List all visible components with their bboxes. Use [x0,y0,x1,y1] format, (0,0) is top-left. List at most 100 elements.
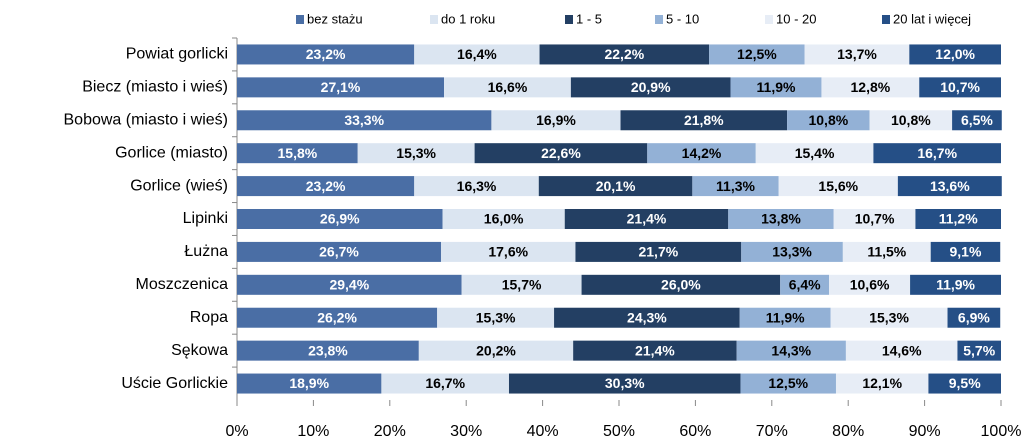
value-label: 20,9% [631,79,671,95]
value-label: 29,4% [329,277,369,293]
value-label: 6,5% [961,112,993,128]
value-label: 26,7% [319,244,359,260]
bar-segment [414,44,540,65]
bar-segment [508,373,741,394]
value-label: 15,7% [502,277,542,293]
bar-segment [947,307,1001,328]
category-label: Gorlice (wieś) [130,177,228,194]
value-label: 16,0% [484,211,524,227]
bar-segment [928,373,1001,394]
value-label: 16,7% [917,145,957,161]
bar-segment [237,307,438,328]
value-label: 11,5% [867,244,906,260]
bar-segment [957,340,1001,361]
bar-segment [804,44,910,65]
bar-segment [237,176,415,197]
bar-segment [474,143,648,164]
legend-swatch [430,15,438,24]
bar-segment [739,307,831,328]
value-label: 11,9% [757,79,796,95]
bar-segment [780,274,830,295]
value-label: 21,8% [684,112,724,128]
x-tick-label: 10% [297,423,329,440]
value-label: 15,3% [476,309,516,325]
value-label: 15,3% [869,309,909,325]
bar-segment [692,176,779,197]
value-label: 23,2% [306,178,346,194]
x-tick-label: 30% [450,423,482,440]
bar-segment [919,77,1001,98]
value-label: 15,8% [278,145,318,161]
legend-swatch [655,15,663,24]
x-tick-label: 0% [225,423,248,440]
bar-segment [740,373,836,394]
legend-swatch [882,15,890,24]
bar-segment [570,77,731,98]
value-label: 30,3% [605,375,645,391]
bar-segment [538,176,693,197]
bar-segment [620,110,788,131]
value-label: 22,6% [541,145,581,161]
value-label: 26,0% [661,277,701,293]
value-label: 23,2% [306,46,346,62]
bar-segment [237,110,492,131]
bar-segment [237,274,462,295]
legend-swatch [296,15,304,24]
bar-segment [647,143,756,164]
value-label: 11,3% [716,178,755,194]
value-label: 15,4% [795,145,835,161]
value-label: 17,6% [488,244,528,260]
value-label: 16,6% [488,79,528,95]
bar-segment [909,44,1001,65]
value-label: 21,4% [635,342,675,358]
bar-segment [418,340,574,361]
bar-segment [829,274,911,295]
bar-segment [237,340,419,361]
legend-label: bez stażu [307,11,363,26]
value-label: 12,0% [935,46,975,62]
value-label: 22,2% [604,46,644,62]
bar-segment [357,143,475,164]
bar-segment [442,209,565,229]
bar-segment [237,77,445,98]
bar-segment [952,110,1002,131]
value-label: 14,6% [882,342,922,358]
value-label: 27,1% [321,79,361,95]
value-label: 13,7% [837,46,877,62]
value-label: 26,2% [317,309,357,325]
value-label: 24,3% [627,309,667,325]
category-label: Gorlice (miasto) [115,144,228,161]
value-label: 12,8% [851,79,891,95]
value-label: 12,5% [768,375,808,391]
bar-segment [564,209,729,229]
bar-segment [575,241,742,262]
bar-segment [437,307,555,328]
bar-segment [440,241,576,262]
bar-segment [554,307,740,328]
value-label: 20,1% [596,178,636,194]
value-label: 11,9% [766,309,805,325]
bar-segment [730,77,822,98]
x-tick-label: 80% [832,423,864,440]
value-label: 9,1% [950,244,982,260]
bar-segment [237,143,358,164]
bar-segment [237,44,415,65]
x-tick-label: 40% [527,423,559,440]
bar-segment [755,143,874,164]
x-tick-label: 90% [909,423,941,440]
bar-segment [736,340,846,361]
bar-segment [835,373,929,394]
value-label: 11,9% [936,277,975,293]
bar-segment [842,241,931,262]
bar-segment [491,110,621,131]
bar-segment [444,77,571,98]
value-label: 6,4% [789,277,821,293]
value-label: 12,5% [737,46,777,62]
value-label: 16,7% [425,375,465,391]
value-label: 20,2% [476,342,516,358]
value-label: 21,7% [638,244,678,260]
value-label: 26,9% [320,211,360,227]
bar-segment [830,307,948,328]
bar-segment [741,241,843,262]
